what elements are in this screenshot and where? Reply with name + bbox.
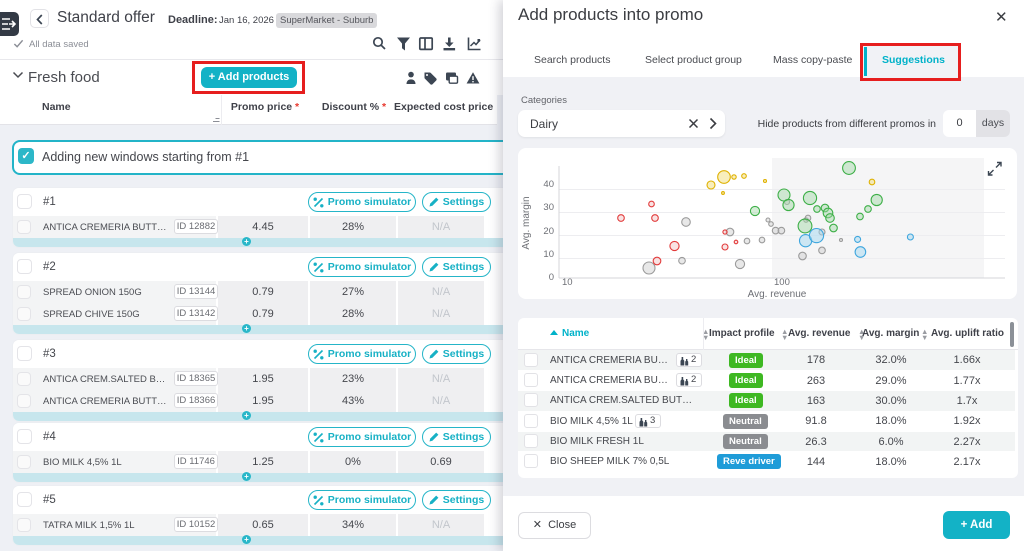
svg-text:Avg. revenue: Avg. revenue — [748, 289, 807, 299]
svg-text:100: 100 — [774, 277, 790, 288]
svg-text:40: 40 — [543, 179, 554, 190]
svg-text:20: 20 — [543, 226, 554, 237]
svg-text:10: 10 — [543, 249, 554, 260]
svg-text:0: 0 — [549, 272, 554, 283]
svg-text:30: 30 — [543, 202, 554, 213]
svg-text:10: 10 — [562, 277, 573, 288]
svg-text:Avg. margin: Avg. margin — [521, 196, 532, 249]
